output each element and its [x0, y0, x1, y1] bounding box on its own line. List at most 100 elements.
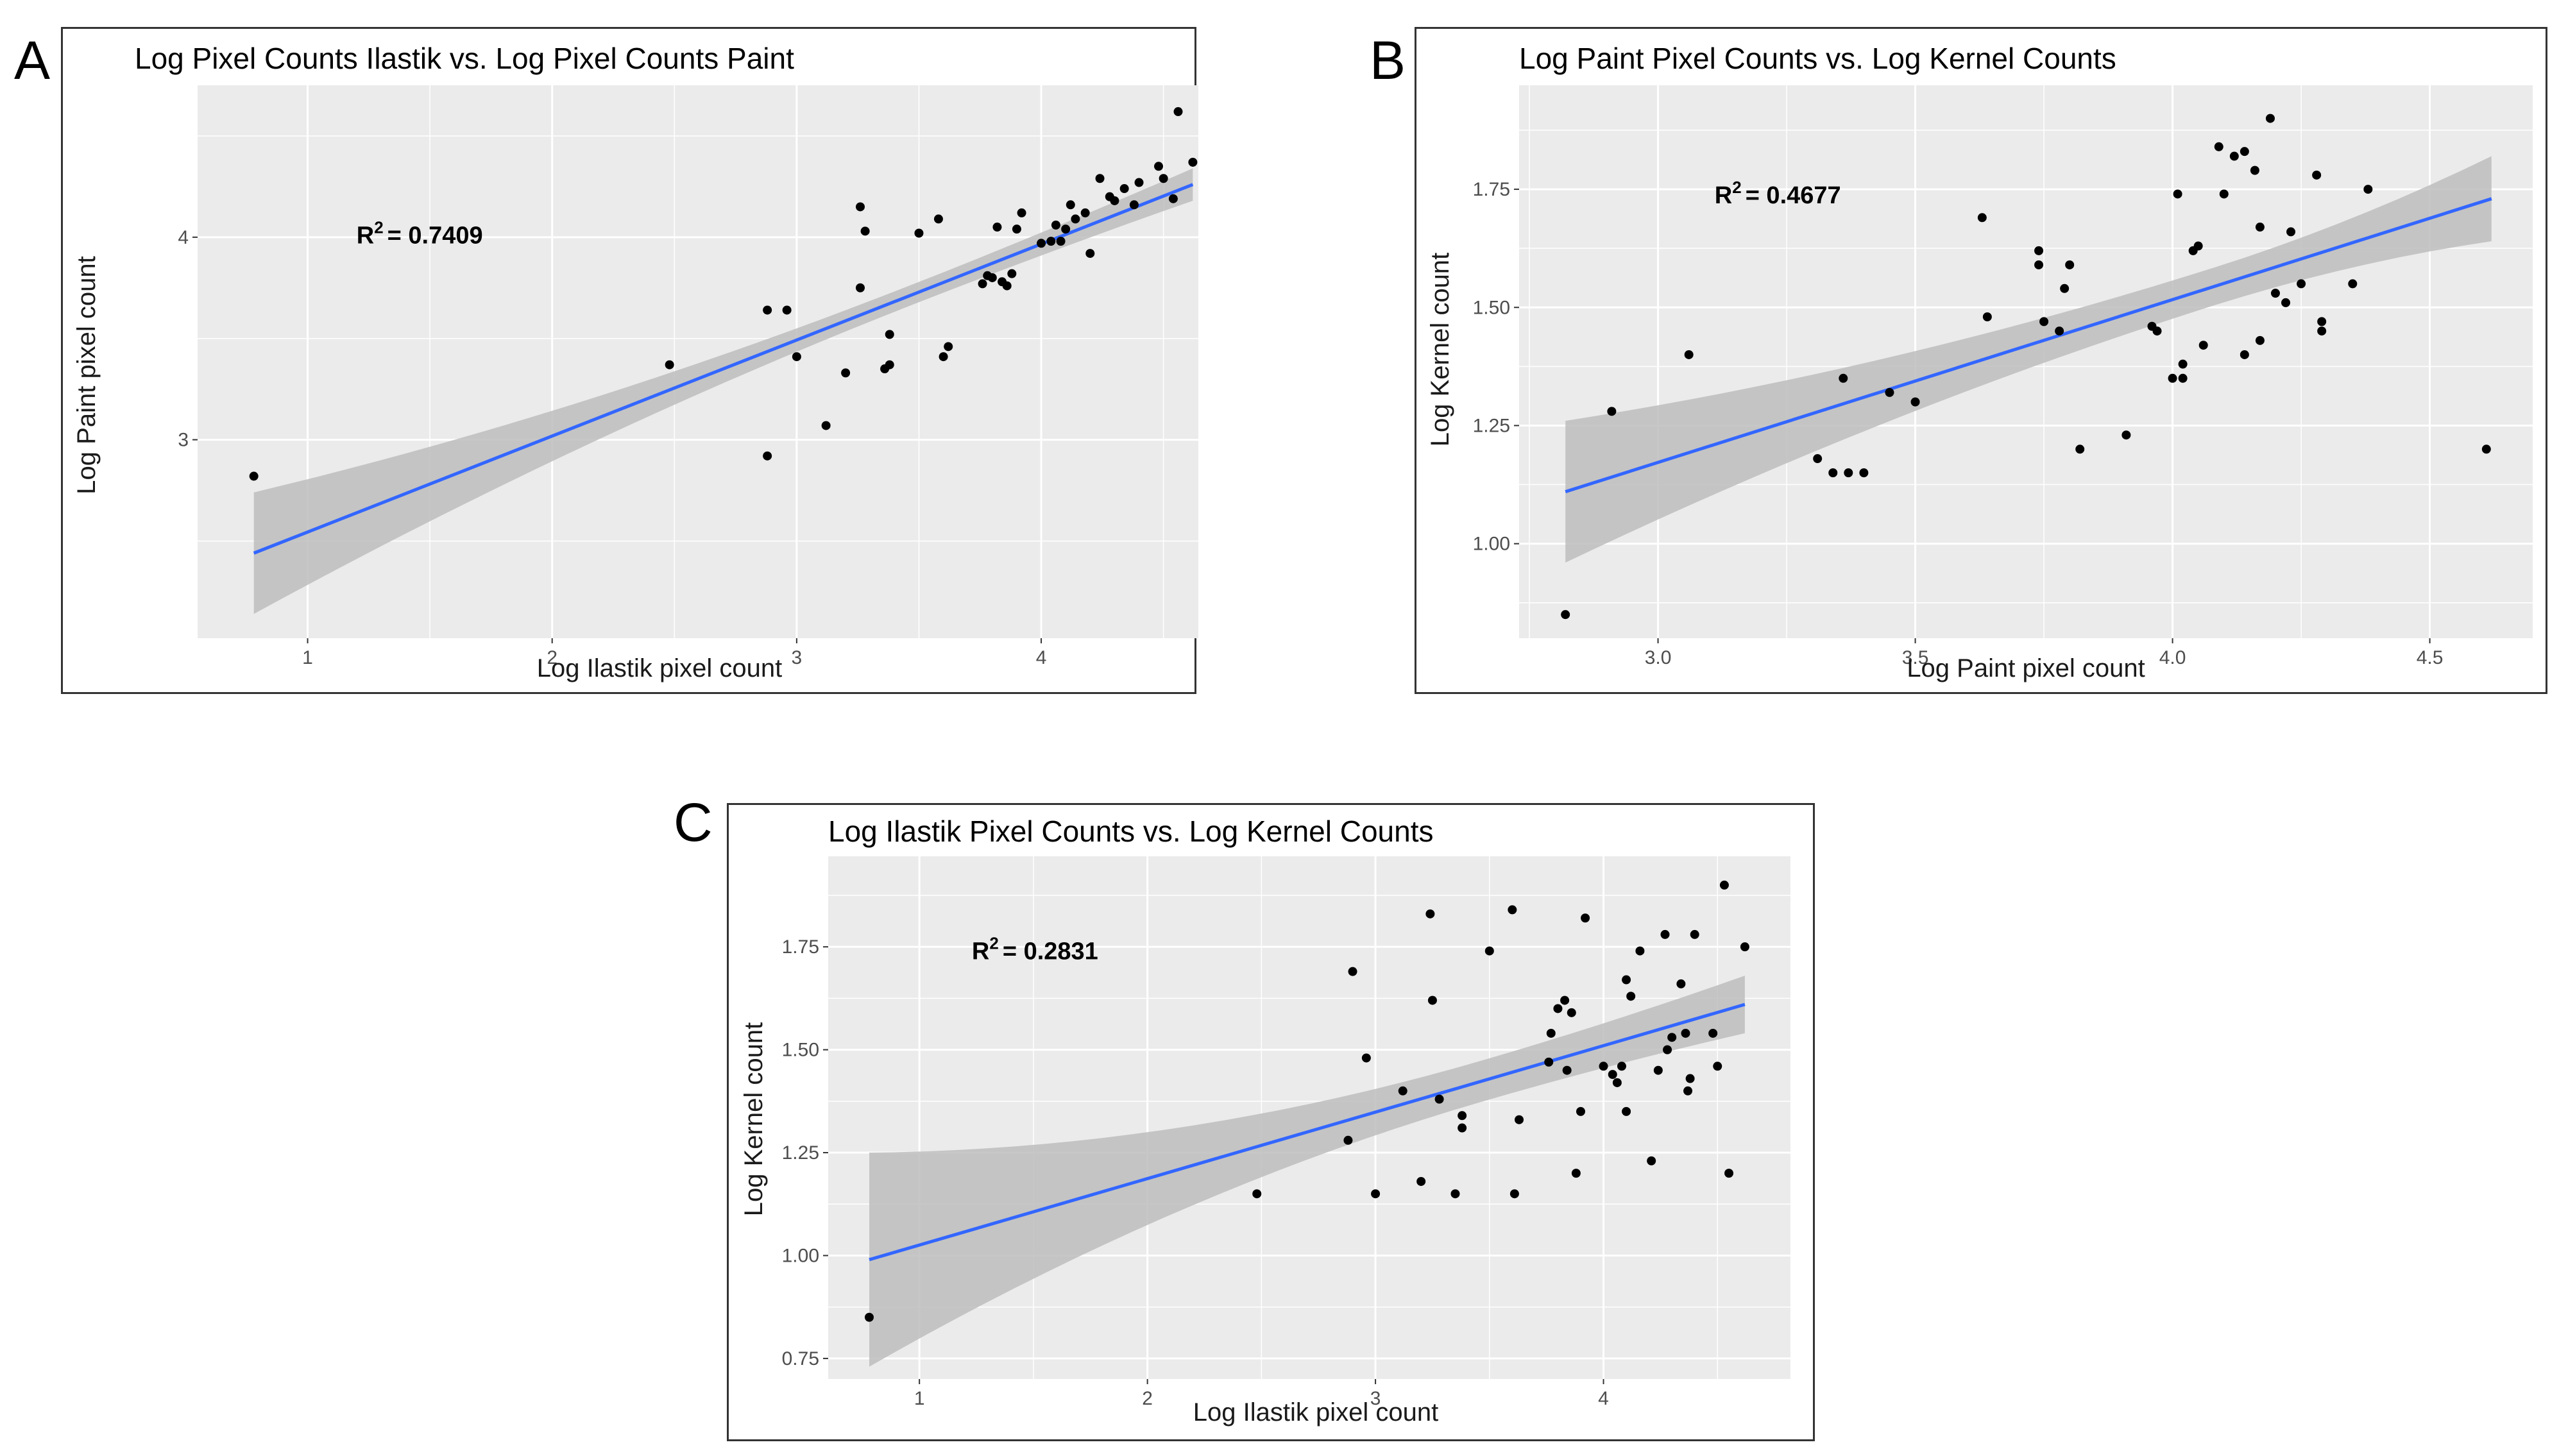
chart-c-x-tick-label: 4	[1598, 1388, 1609, 1409]
chart-a-point	[987, 273, 997, 282]
chart-b-point	[2265, 114, 2275, 123]
chart-b-point	[2214, 142, 2223, 151]
chart-b-x-tick-label: 3.0	[1645, 647, 1672, 668]
chart-c-point	[1576, 1106, 1585, 1116]
chart-c-point	[1361, 1053, 1371, 1063]
chart-b-point	[2034, 246, 2044, 255]
chart-b-point	[1684, 350, 1694, 359]
chart-b-point	[1885, 387, 1894, 397]
chart-c-y-tick-labels: 0.75 1.00 1.25 1.50 1.75	[782, 936, 828, 1369]
chart-b-point	[2178, 359, 2188, 369]
chart-b-point	[2255, 335, 2265, 345]
chart-c-point	[1663, 1045, 1672, 1054]
chart-a-point	[821, 421, 831, 430]
chart-a-point	[1134, 178, 1144, 187]
chart-b-point	[1859, 468, 1869, 478]
chart-b-y-tick-label: 1.75	[1473, 179, 1510, 200]
chart-b-point	[2281, 298, 2291, 307]
chart-c-point	[1571, 1169, 1581, 1178]
chart-b-point	[2198, 341, 2208, 350]
chart-b-point	[2312, 170, 2322, 180]
chart-a-point	[1037, 239, 1046, 248]
chart-c-point	[1434, 1094, 1444, 1104]
chart-a-point	[1017, 208, 1026, 217]
chart-a-y-tick-label: 4	[178, 227, 189, 248]
chart-c-svg: 1 2 3 4 0.75 1.00 1.25 1.50 1.75 Log Ilastik Pi…	[740, 815, 1790, 1426]
panel-letter-c: C	[674, 792, 713, 852]
chart-a-point	[1002, 281, 1012, 291]
chart-b-y-tick-label: 1.50	[1473, 297, 1510, 318]
chart-c-x-tick-label: 2	[1142, 1388, 1153, 1409]
chart-b-point	[2219, 189, 2229, 199]
chart-c-point	[1626, 992, 1636, 1001]
chart-c-point	[1562, 1065, 1572, 1075]
chart-c-point	[1612, 1078, 1622, 1087]
chart-b-point	[1977, 213, 1987, 223]
chart-b-points	[1561, 114, 2491, 620]
chart-c-regression-line	[869, 1003, 1746, 1262]
chart-a-point	[1056, 237, 1066, 246]
chart-b-point	[2240, 147, 2249, 157]
chart-b-point	[2348, 279, 2358, 289]
chart-c-point	[1546, 1028, 1556, 1038]
chart-b-title: Log Paint Pixel Counts vs. Log Kernel Co…	[1519, 42, 2116, 75]
chart-b-point	[2034, 260, 2044, 269]
chart-b-y-tick-label: 1.00	[1473, 534, 1510, 555]
chart-c-confidence-band	[869, 976, 1745, 1367]
chart-c-point	[1622, 975, 1631, 985]
chart-c-point	[1450, 1189, 1460, 1199]
chart-c-point	[1509, 1189, 1519, 1199]
chart-c-y-tick-label: 1.25	[782, 1142, 819, 1164]
chart-a-x-axis-label: Log Ilastik pixel count	[537, 654, 782, 682]
chart-b-point	[1828, 468, 1838, 478]
chart-a-gridlines	[198, 85, 1198, 638]
chart-a-point	[1012, 224, 1021, 234]
chart-b-point	[1813, 454, 1823, 464]
chart-b-x-tick-label: 3.5	[1902, 647, 1929, 668]
chart-b-point	[2178, 373, 2188, 383]
chart-a-x-tick-label: 2	[547, 647, 557, 668]
chart-a-regression-line	[253, 183, 1194, 555]
chart-c-point	[1458, 1111, 1467, 1121]
chart-c-y-axis-label: Log Kernel count	[740, 1022, 768, 1216]
chart-c-point	[1508, 905, 1517, 915]
chart-c-point	[1719, 880, 1729, 890]
chart-a-point	[763, 305, 772, 315]
chart-c-point	[1553, 1004, 1563, 1013]
chart-a-point	[978, 279, 987, 289]
chart-b-point	[2055, 326, 2064, 336]
chart-a-point	[885, 330, 894, 339]
chart-c-point	[1713, 1062, 1722, 1071]
chart-b-point	[2317, 317, 2327, 326]
chart-a-point	[1168, 194, 1178, 203]
chart-a-point	[1007, 269, 1017, 278]
chart-b-point	[2173, 189, 2182, 199]
chart-c-point	[1617, 1062, 1626, 1071]
chart-a-point	[1071, 214, 1080, 224]
chart-c-point	[1544, 1057, 1554, 1067]
chart-c-point	[1515, 1115, 1524, 1124]
chart-c-point	[1740, 942, 1749, 952]
chart-b-point	[2255, 223, 2265, 232]
chart-a-point	[1046, 237, 1056, 246]
chart-c-point	[1608, 1070, 1617, 1079]
chart-c-point	[1690, 929, 1699, 939]
chart-c-point	[1416, 1176, 1426, 1186]
chart-c-point	[1635, 946, 1645, 956]
chart-a-point	[992, 223, 1002, 232]
chart-b-point	[2481, 444, 2491, 454]
chart-c-point	[1371, 1189, 1381, 1199]
chart-c-y-tick-label: 0.75	[782, 1348, 819, 1369]
chart-a-point	[885, 360, 894, 369]
chart-a-point	[914, 228, 924, 238]
chart-a-y-tick-labels: 34	[178, 227, 198, 451]
chart-a-confidence-band	[253, 168, 1193, 614]
chart-c-y-tick-label: 1.75	[782, 936, 819, 958]
chart-a-point	[1159, 174, 1168, 183]
chart-a-x-tick-label: 1	[302, 647, 313, 668]
chart-b-y-tick-label: 1.25	[1473, 415, 1510, 436]
chart-c-point	[1484, 946, 1494, 956]
chart-b-gridlines	[1519, 85, 2533, 638]
chart-a-point	[1061, 224, 1071, 234]
